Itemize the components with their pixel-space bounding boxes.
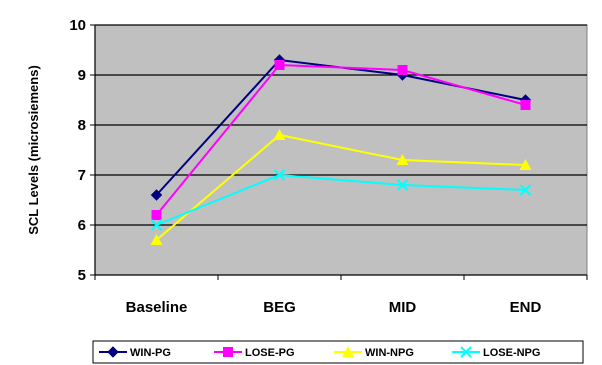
series-line-lose-pg: [155, 63, 526, 216]
legend-label: WIN-NPG: [365, 347, 414, 359]
legend-label: LOSE-PG: [245, 347, 295, 359]
data-point-lose-pg: [397, 65, 408, 75]
legend-swatch-marker: [223, 347, 233, 357]
data-point-lose-npg: [150, 219, 163, 231]
data-point-win-npg: [396, 154, 409, 165]
y-axis-title: SCL Levels (microsiemens): [26, 65, 41, 235]
legend-item-win-pg: WIN-PG: [99, 346, 171, 359]
y-tick-label: 5: [78, 267, 86, 284]
legend-item-lose-npg: LOSE-NPG: [452, 346, 540, 359]
x-axis: Baseline BEG MID END: [94, 274, 588, 316]
y-tick-label: 6: [78, 217, 86, 234]
data-point-lose-pg: [151, 210, 162, 220]
x-tick-label: END: [510, 299, 542, 316]
legend-swatch-marker: [460, 346, 472, 358]
series-line-lose-npg: [156, 173, 526, 226]
data-point-lose-npg: [519, 184, 532, 196]
series-group: [150, 54, 532, 245]
data-point-win-pg: [150, 189, 163, 201]
y-tick-label: 7: [78, 167, 86, 184]
plot-area: [94, 24, 588, 276]
data-point-lose-pg: [520, 100, 531, 110]
data-point-win-npg: [150, 234, 163, 245]
y-tick-label: 9: [78, 67, 86, 84]
legend-item-win-npg: WIN-NPG: [334, 346, 414, 359]
data-point-win-npg: [273, 129, 286, 140]
legend-label: WIN-PG: [130, 347, 171, 359]
data-point-win-npg: [519, 159, 532, 170]
gridlines: [95, 24, 587, 226]
legend: WIN-PG LOSE-PG WIN-NPG LOSE-NPG: [92, 340, 584, 364]
data-point-lose-npg: [273, 169, 286, 181]
legend-item-lose-pg: LOSE-PG: [214, 347, 295, 359]
legend-swatch-marker: [107, 346, 119, 358]
series-lose-npg: [150, 169, 532, 231]
y-tick-label: 8: [78, 117, 86, 134]
x-tick-label: BEG: [263, 299, 296, 316]
series-line-win-npg: [155, 133, 526, 241]
data-point-lose-npg: [396, 179, 409, 191]
series-win-npg: [150, 129, 532, 245]
x-tick-label: MID: [389, 299, 417, 316]
legend-label: LOSE-NPG: [483, 347, 540, 359]
x-tick-label: Baseline: [126, 299, 188, 316]
data-point-lose-pg: [274, 60, 285, 70]
y-axis: 5 6 7 8 9 10: [69, 17, 96, 284]
y-tick-label: 10: [69, 17, 86, 34]
series-lose-pg: [151, 60, 531, 220]
legend-swatch-marker: [342, 346, 354, 357]
